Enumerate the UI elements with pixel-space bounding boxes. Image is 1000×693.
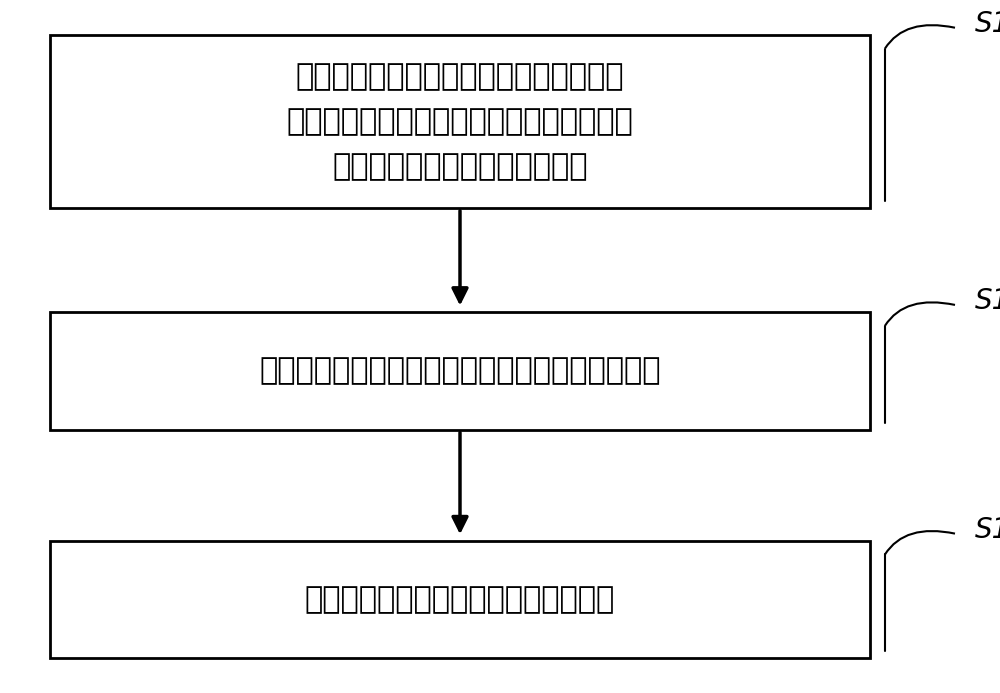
Text: 根据火灾所处阶段执行对应的消防策略: 根据火灾所处阶段执行对应的消防策略 [305, 585, 615, 614]
Text: S103: S103 [975, 516, 1000, 544]
Text: S101: S101 [975, 10, 1000, 38]
Text: 如果发生火灾，则根据空气参数判断火灾所处阶段: 如果发生火灾，则根据空气参数判断火灾所处阶段 [259, 356, 661, 385]
Bar [50, 35, 870, 208]
Bar [50, 312, 870, 430]
Text: S102: S102 [975, 288, 1000, 315]
Text: 在室内机处采集空气参数，根据空气参数
确定是否发生火灾；其中，空气参数包括：
可燃气体浓度、烟雾浓度、温度: 在室内机处采集空气参数，根据空气参数 确定是否发生火灾；其中，空气参数包括： 可… [287, 62, 633, 181]
Bar [50, 541, 870, 658]
